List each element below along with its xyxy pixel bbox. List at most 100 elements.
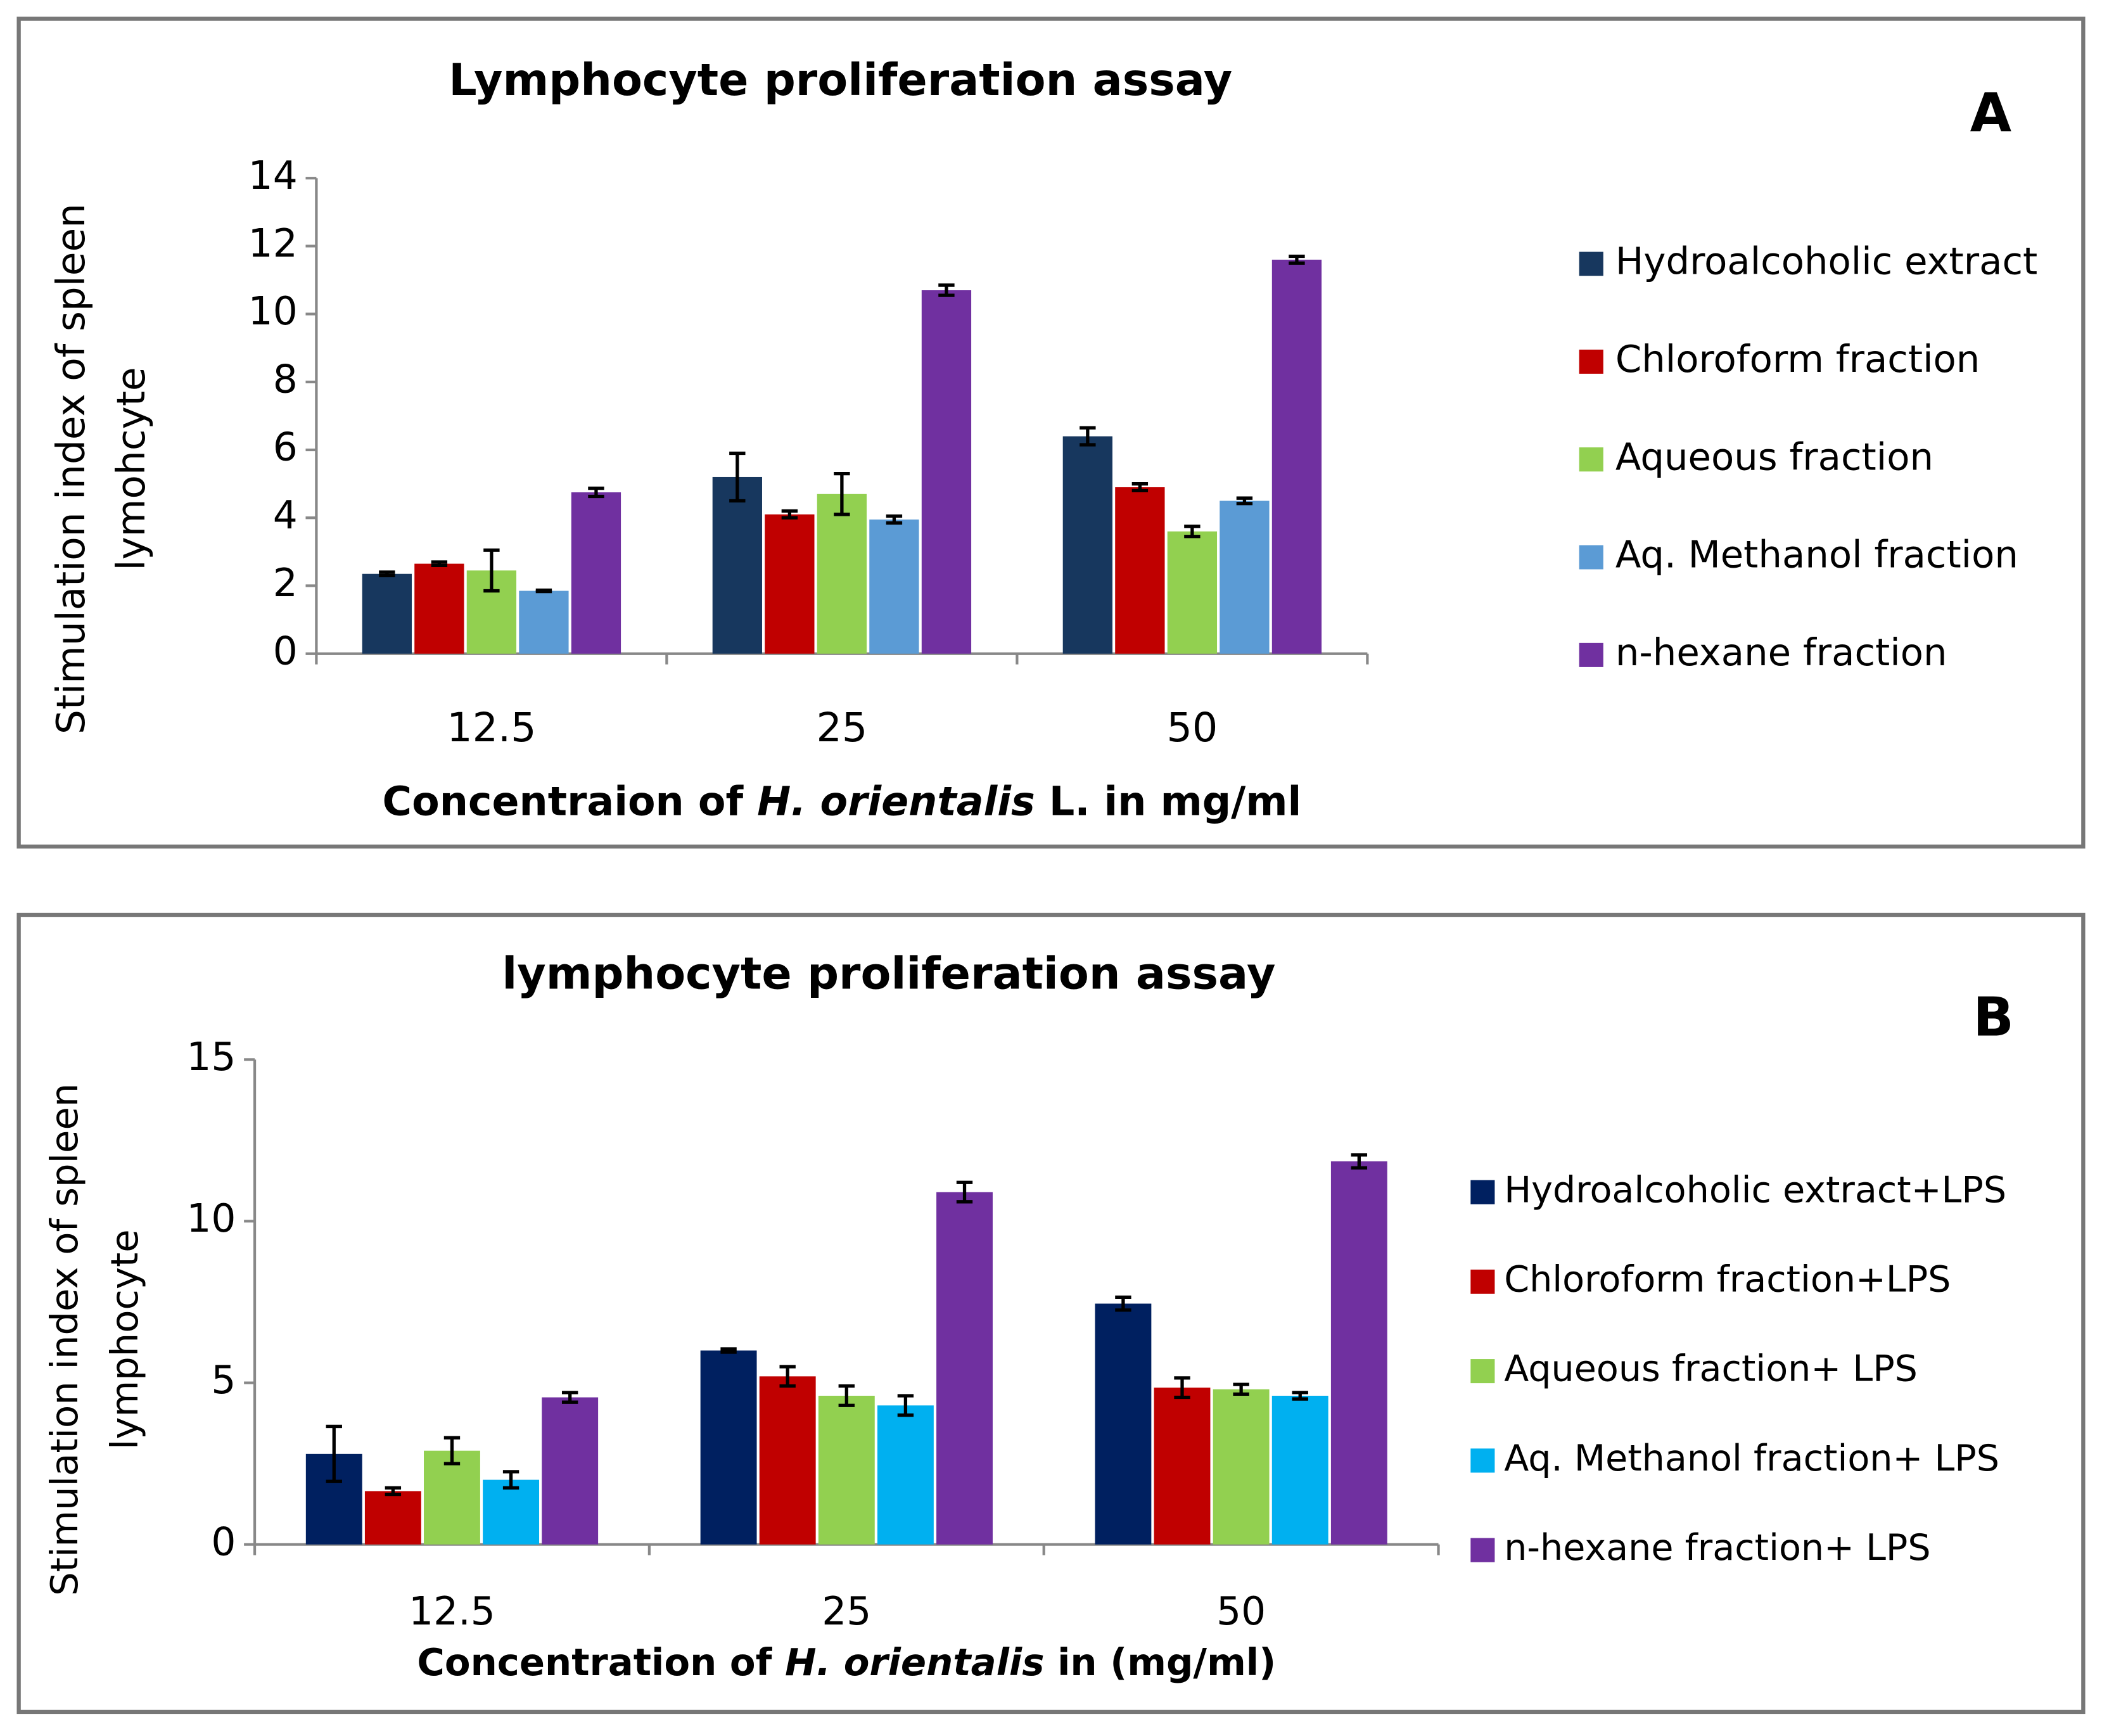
bar [759, 1376, 816, 1545]
legend-swatch [1470, 1359, 1495, 1384]
legend-label: n-hexane fraction+ LPS [1504, 1527, 1930, 1569]
x-axis-label-part: Concentration of [417, 1640, 785, 1684]
error-bar [779, 1365, 796, 1388]
legend-swatch [1579, 642, 1603, 667]
error-bar [1292, 1391, 1308, 1401]
bar [483, 1479, 540, 1545]
error-bar [385, 1486, 402, 1497]
bar [700, 1350, 757, 1545]
x-tick-label: 50 [1167, 704, 1218, 751]
bar [817, 494, 867, 654]
x-tick-label: 50 [1216, 1589, 1266, 1634]
chart-title: lymphocyte proliferation assay [502, 948, 1275, 999]
error-bar [535, 588, 552, 594]
error-bar [1351, 1153, 1368, 1170]
legend-label: Aq. Methanol fraction+ LPS [1504, 1438, 1999, 1479]
legend-swatch [1579, 447, 1603, 472]
bar [519, 590, 569, 654]
error-bar [781, 509, 798, 520]
error-bar [834, 471, 850, 516]
x-tick-label: 25 [817, 704, 868, 751]
bar [877, 1405, 934, 1545]
panel-frame [16, 912, 2086, 1714]
error-bar [443, 1436, 461, 1465]
legend-swatch [1470, 1180, 1495, 1204]
error-bar [1080, 426, 1096, 447]
x-tick-label: 12.5 [409, 1589, 495, 1634]
error-bar [379, 570, 395, 578]
bar [921, 290, 972, 654]
bar [1330, 1161, 1387, 1545]
error-bar [483, 548, 500, 593]
bar [1062, 436, 1112, 654]
legend-label: Aqueous fraction [1615, 435, 1933, 478]
legend-label: Chloroform fraction+LPS [1504, 1259, 1951, 1301]
x-axis-label-part: H. orientalis [757, 777, 1035, 824]
error-bar [1236, 496, 1253, 506]
bar [1220, 501, 1270, 654]
legend-label: Aq. Methanol fraction [1615, 533, 2018, 577]
y-tick-label: 10 [248, 289, 298, 334]
legend-swatch [1579, 349, 1603, 374]
legend-label: Hydroalcoholic extract [1615, 239, 2037, 283]
y-tick-label: 15 [186, 1035, 236, 1080]
bar [571, 492, 621, 654]
error-bar [956, 1180, 973, 1204]
y-tick-label: 2 [273, 561, 298, 606]
y-tick-label: 8 [273, 357, 298, 402]
bar [1213, 1389, 1270, 1545]
error-bar [886, 514, 903, 525]
x-axis-label: Concentration of H. orientalis in (mg/ml… [417, 1640, 1276, 1684]
y-axis-label: lymphocyte [103, 1229, 146, 1450]
bar [1154, 1388, 1211, 1545]
x-axis-label-part: Concentraion of [383, 777, 758, 824]
legend-swatch [1470, 1448, 1495, 1473]
error-bar [502, 1470, 519, 1490]
legend-label: Hydroalcoholic extract+LPS [1504, 1169, 2006, 1211]
y-tick-label: 0 [273, 629, 298, 673]
panel-label: A [1970, 81, 2012, 144]
bar [712, 476, 762, 654]
bar [362, 573, 412, 654]
bar [542, 1397, 599, 1545]
y-tick-label: 5 [211, 1358, 236, 1403]
y-axis-label: Stimulation index of spleen [49, 203, 94, 734]
legend-swatch [1470, 1269, 1495, 1294]
error-bar [1131, 482, 1149, 493]
bar [414, 563, 464, 654]
error-bar [431, 560, 448, 567]
bar [936, 1192, 993, 1545]
x-tick-label: 12.5 [447, 704, 536, 751]
y-tick-label: 0 [211, 1519, 236, 1564]
y-axis-label: Stimulation index of spleen [42, 1083, 86, 1596]
error-bar [729, 451, 746, 503]
y-tick-label: 10 [186, 1196, 236, 1241]
bar [765, 514, 815, 654]
bar [1115, 487, 1165, 654]
y-axis-label: lymohcyte [109, 367, 154, 570]
bar [424, 1450, 480, 1545]
error-bar [1289, 254, 1305, 265]
legend-swatch [1579, 545, 1603, 570]
error-bar [1184, 525, 1201, 539]
x-axis-label-part: H. orientalis [785, 1640, 1044, 1684]
x-axis-label-part: L. in mg/ml [1035, 777, 1301, 824]
error-bar [588, 487, 604, 499]
legend-swatch [1579, 252, 1603, 276]
legend-label: Chloroform fraction [1615, 337, 1980, 381]
panel-frame [16, 16, 2086, 849]
legend-label: Aqueous fraction+ LPS [1504, 1348, 1918, 1390]
y-tick-label: 6 [273, 425, 298, 470]
bar [869, 519, 919, 654]
error-bar [1174, 1376, 1190, 1400]
y-tick-label: 4 [273, 493, 298, 538]
legend-swatch [1470, 1538, 1495, 1562]
bar [1271, 1395, 1328, 1545]
legend-label: n-hexane fraction [1615, 630, 1947, 674]
bar [818, 1395, 875, 1545]
chart-title: Lymphocyte proliferation assay [449, 54, 1232, 106]
panel-label: B [1973, 985, 2014, 1048]
bar [1167, 531, 1218, 654]
error-bar [1115, 1295, 1131, 1312]
